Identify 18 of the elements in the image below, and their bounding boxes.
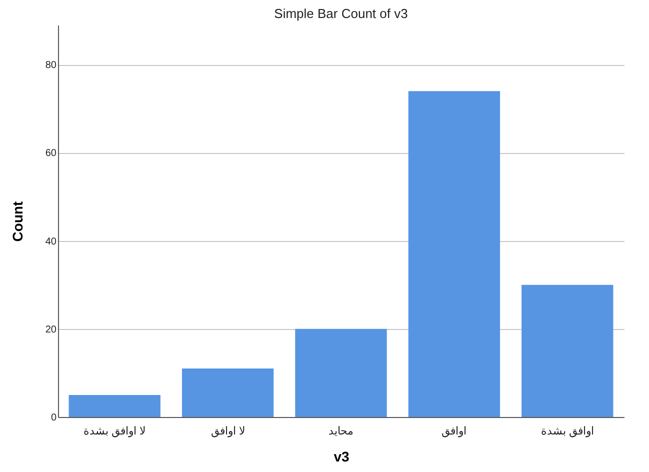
- bar: [408, 91, 500, 417]
- y-tick-label: 40: [45, 236, 57, 248]
- bar: [182, 368, 274, 417]
- chart-title: Simple Bar Count of v3: [274, 6, 408, 21]
- x-tick-label: اوافق: [442, 426, 467, 438]
- y-tick-label: 60: [45, 148, 57, 160]
- x-axis-title: v3: [334, 448, 350, 464]
- y-axis-title: Count: [9, 200, 26, 242]
- x-tick-label: محايد: [328, 426, 354, 438]
- bar: [68, 394, 160, 417]
- x-tick-label: لا اوافق: [210, 426, 245, 438]
- y-tick-label: 80: [45, 60, 57, 72]
- y-tick-label: 0: [50, 412, 57, 424]
- y-tick-label: 20: [45, 324, 57, 336]
- x-tick-label: لا اوافق بشدة: [84, 426, 146, 438]
- bar: [522, 284, 614, 417]
- bar: [295, 328, 387, 417]
- x-tick-label: اوافق بشدة: [540, 426, 594, 438]
